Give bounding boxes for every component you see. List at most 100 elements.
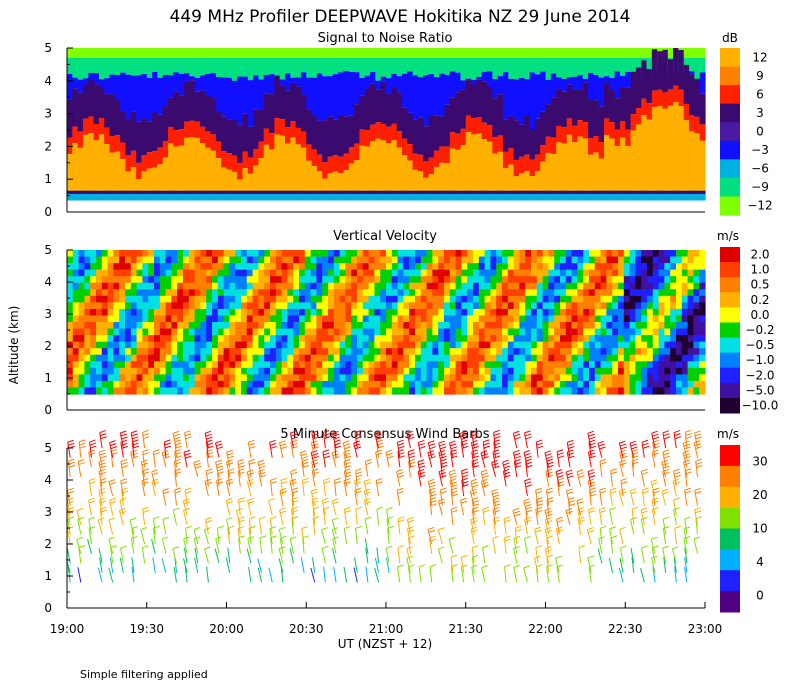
velocity-cell <box>548 256 555 264</box>
velocity-cell <box>623 380 631 389</box>
snr-cell <box>300 147 307 191</box>
wind-barb-feather <box>682 450 690 454</box>
velocity-cell <box>391 354 399 362</box>
velocity-cell <box>397 308 404 317</box>
velocity-cell <box>148 276 155 284</box>
velocity-cell <box>473 328 480 336</box>
snr-cell <box>231 190 238 194</box>
velocity-cell <box>612 367 619 375</box>
snr-cell <box>77 147 84 191</box>
wind-barb <box>650 539 656 554</box>
velocity-cell <box>130 269 138 277</box>
wind-barb-feather <box>589 484 596 488</box>
wind-barb <box>365 547 369 564</box>
velocity-cell <box>229 387 236 395</box>
velocity-cell <box>490 308 497 317</box>
snr-cell <box>338 190 345 194</box>
velocity-cell <box>200 276 207 284</box>
wind-barb <box>450 509 454 525</box>
velocity-cell <box>676 361 683 369</box>
wind-barb-feather <box>334 439 341 443</box>
velocity-cell <box>125 263 132 271</box>
velocity-cell <box>415 315 422 323</box>
velocity-cell <box>101 250 109 258</box>
velocity-cell <box>449 380 457 389</box>
velocity-cell <box>693 263 700 271</box>
velocity-cell <box>351 282 358 290</box>
velocity-cell <box>432 295 439 303</box>
velocity-cell <box>438 348 445 356</box>
snr-cell <box>513 48 520 58</box>
colorbar-swatch <box>720 528 740 550</box>
wind-barb-feather <box>216 443 223 447</box>
snr-cell <box>556 57 563 78</box>
snr-cell <box>316 193 323 201</box>
snr-cell <box>98 79 105 87</box>
velocity-cell <box>183 250 190 258</box>
velocity-cell <box>206 276 213 284</box>
velocity-cell <box>299 295 306 303</box>
velocity-cell <box>130 322 138 330</box>
wind-barb-feather <box>589 487 596 491</box>
wind-barb <box>354 480 358 497</box>
wind-barb-feather <box>609 507 616 511</box>
velocity-cell <box>664 354 671 362</box>
velocity-cell <box>316 256 323 264</box>
velocity-cell <box>658 315 665 323</box>
snr-cell <box>646 103 653 120</box>
wind-barb-feather <box>364 516 372 520</box>
colorbar-swatch <box>720 397 740 414</box>
velocity-cell <box>310 289 317 297</box>
snr-cell <box>306 160 313 191</box>
velocity-cell <box>681 295 689 303</box>
wind-barb-feather <box>429 484 436 488</box>
snr-cell <box>168 97 174 127</box>
wind-barb-feather <box>492 449 500 453</box>
wind-barb-feather <box>673 430 681 434</box>
velocity-cell <box>183 276 190 284</box>
snr-cell <box>109 152 116 191</box>
snr-cell <box>545 136 552 153</box>
velocity-cell <box>223 335 230 343</box>
velocity-cell <box>444 328 451 336</box>
velocity-cell <box>432 341 439 349</box>
snr-cell <box>386 143 392 191</box>
velocity-cell <box>96 348 103 356</box>
wind-barb <box>460 557 465 573</box>
velocity-cell <box>542 250 549 258</box>
wind-barb-feather <box>376 481 383 485</box>
wind-barb-feather <box>290 430 297 434</box>
velocity-cell <box>641 308 648 317</box>
snr-cell <box>77 79 84 93</box>
velocity-cell <box>461 380 468 389</box>
velocity-cell <box>438 374 445 382</box>
velocity-cell <box>658 263 665 271</box>
snr-cell <box>311 77 318 116</box>
wind-barb <box>248 461 252 477</box>
snr-cell <box>502 193 509 201</box>
velocity-cell <box>362 341 370 349</box>
wind-barb-feather <box>89 442 97 446</box>
velocity-cell <box>438 361 445 369</box>
snr-cell <box>487 57 493 72</box>
velocity-cell <box>548 348 555 356</box>
velocity-cell <box>560 328 567 336</box>
velocity-cell <box>223 282 230 290</box>
snr-cell <box>274 57 281 79</box>
velocity-cell <box>438 282 445 290</box>
snr-cell <box>88 57 95 73</box>
wind-barb-feather <box>226 449 233 453</box>
velocity-cell <box>525 256 532 264</box>
wind-barb <box>460 566 465 583</box>
velocity-cell <box>629 256 636 264</box>
velocity-cell <box>676 276 683 284</box>
velocity-cell <box>119 276 126 284</box>
snr-cell <box>439 73 446 117</box>
wind-barb <box>97 519 103 535</box>
snr-cell <box>98 190 105 194</box>
velocity-cell <box>72 367 80 375</box>
velocity-cell <box>670 348 677 356</box>
wind-barb-feather <box>513 433 521 437</box>
